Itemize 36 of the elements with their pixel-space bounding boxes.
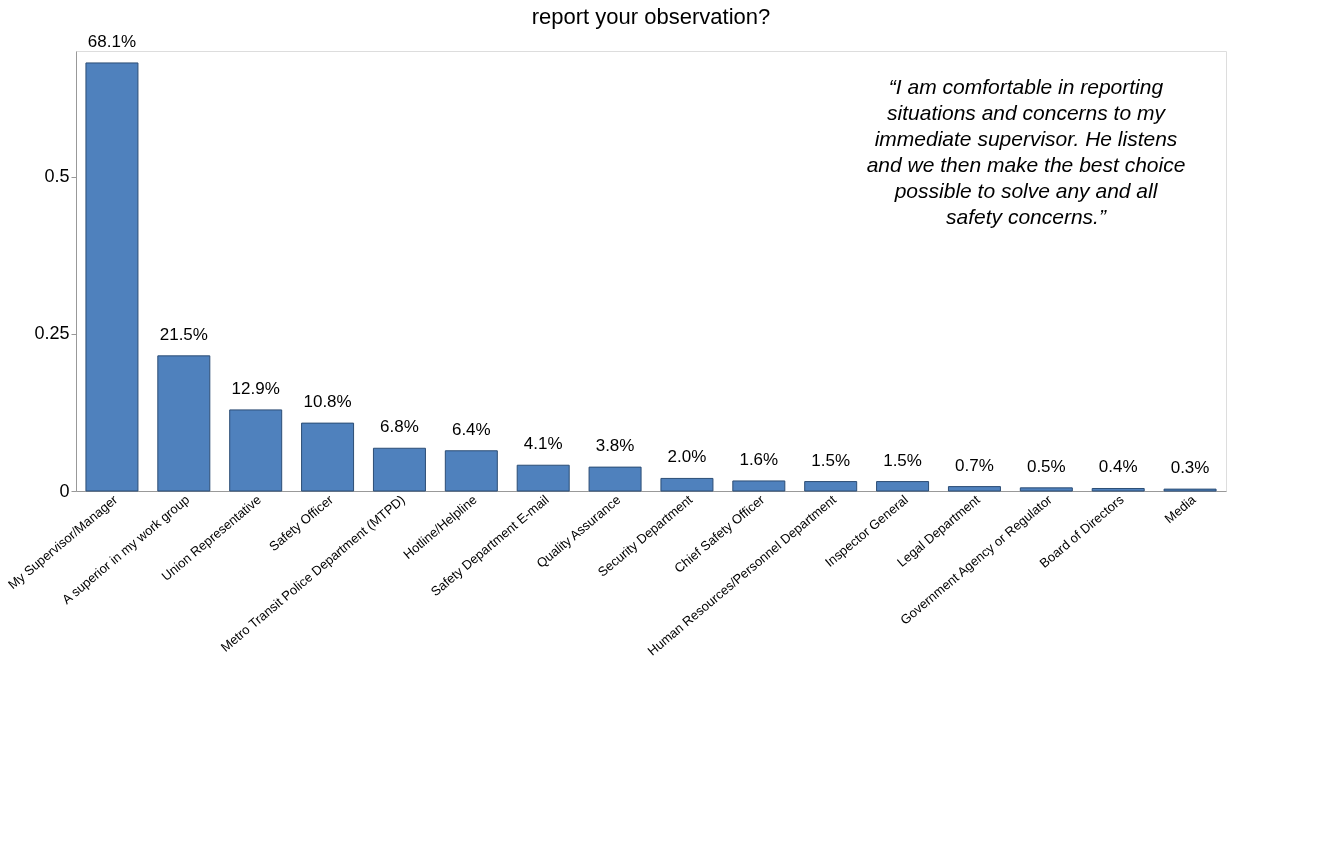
data-label: 1.5%: [883, 450, 922, 470]
annotation: “I am comfortable in reporting situations and concerns to my immediate supervisor. He listens and we then make the best choice possible to solve any and all safety concerns.”: [866, 75, 1186, 228]
data-label: 6.8%: [380, 417, 419, 437]
chart-title: report your observation?: [531, 3, 771, 29]
data-label: 21.5%: [159, 324, 208, 344]
bar: [444, 450, 498, 492]
bar: [660, 477, 714, 492]
data-label: 12.9%: [231, 378, 280, 398]
data-label: 3.8%: [595, 436, 635, 456]
data-label: 1.5%: [811, 450, 851, 470]
data-label: 0.5%: [1026, 456, 1066, 476]
data-label: 6.4%: [451, 419, 491, 439]
bar: [1091, 487, 1145, 492]
bar: [732, 480, 786, 492]
bar: [372, 447, 426, 492]
bar: [588, 466, 642, 492]
bar: [947, 486, 1001, 492]
y-tick-label: 0.25: [34, 323, 70, 344]
data-label: 2.0%: [667, 447, 707, 467]
data-label: 4.1%: [523, 434, 563, 454]
data-label: 1.6%: [739, 449, 779, 469]
data-label: 10.8%: [303, 392, 352, 412]
bar: [516, 464, 570, 492]
bar: [157, 355, 211, 492]
bar: [1019, 487, 1073, 492]
bar: [876, 481, 930, 492]
data-label: 0.3%: [1170, 458, 1210, 478]
bar: [804, 481, 858, 492]
data-label: 0.7%: [955, 455, 994, 475]
data-label: 0.4%: [1098, 457, 1138, 477]
bar: [229, 409, 283, 492]
y-tick-label: 0.5: [44, 166, 70, 187]
bar: [85, 62, 139, 492]
data-label: 68.1%: [87, 31, 137, 51]
bar: [301, 422, 355, 492]
y-tick-label: 0: [59, 480, 70, 501]
